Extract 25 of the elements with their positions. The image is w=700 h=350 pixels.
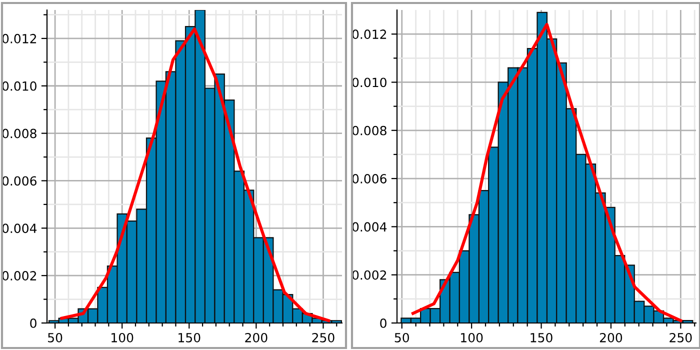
y-tick-label: 0.004	[352, 222, 387, 232]
y-tick-label: 0.010	[2, 81, 36, 91]
x-tick-label: 250	[670, 332, 692, 342]
y-tick-label: 0.006	[352, 174, 386, 184]
x-tick-label: 150	[178, 332, 200, 342]
y-tick-label: 0.010	[352, 78, 386, 88]
y-tick-label: 0.002	[352, 270, 386, 280]
x-tick-label: 100	[112, 332, 134, 342]
x-tick-label: 50	[394, 332, 409, 342]
y-tick-label: 0	[30, 318, 36, 328]
x-tick-label: 150	[530, 332, 552, 342]
y-tick-label: 0.004	[2, 224, 37, 234]
x-tick-label: 100	[461, 332, 483, 342]
x-tick-label: 200	[245, 332, 268, 342]
y-tick-label: 0.006	[2, 176, 36, 186]
y-tick-label: 0.008	[352, 126, 386, 136]
y-tick-label: 0	[380, 318, 386, 328]
x-tick-label: 50	[48, 332, 62, 342]
y-tick-label: 0.012	[352, 30, 386, 40]
x-tick-label: 250	[312, 332, 334, 342]
y-tick-label: 0.008	[2, 128, 36, 138]
y-tick-label: 0.002	[2, 271, 36, 281]
line-series	[412, 22, 682, 322]
y-tick-label: 0.012	[2, 34, 36, 44]
x-tick-label: 200	[600, 332, 622, 342]
